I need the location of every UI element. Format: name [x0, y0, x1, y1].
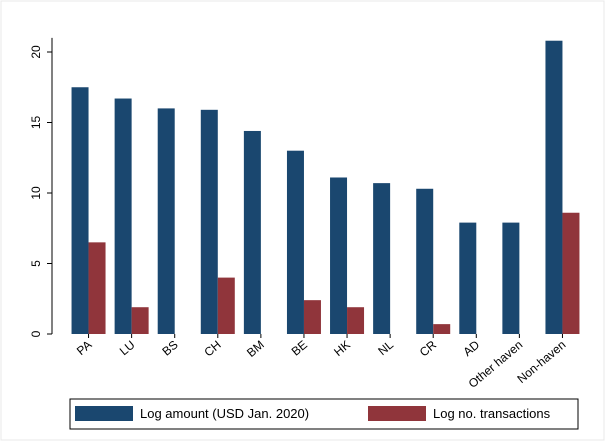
bar	[562, 212, 580, 334]
legend-swatch	[75, 406, 133, 421]
legend-swatch	[368, 406, 426, 421]
bar	[286, 150, 304, 334]
bar	[88, 242, 106, 334]
y-tick-label: 15	[29, 116, 43, 130]
bar	[347, 307, 365, 334]
y-tick-label: 0	[29, 330, 43, 337]
y-tick-label: 10	[29, 186, 43, 200]
bar	[71, 87, 89, 334]
y-tick-label: 20	[29, 45, 43, 59]
legend-label: Log amount (USD Jan. 2020)	[140, 406, 309, 421]
bar	[373, 183, 391, 334]
legend-box	[69, 398, 579, 430]
bar	[200, 109, 218, 334]
bar	[433, 324, 451, 334]
bar	[114, 98, 132, 334]
bar	[502, 222, 520, 334]
bar	[157, 108, 175, 335]
bar	[131, 307, 149, 334]
y-tick-label: 5	[29, 260, 43, 267]
bar	[330, 177, 348, 334]
bar	[459, 222, 477, 334]
bar	[545, 40, 563, 334]
bar	[243, 130, 261, 334]
bar	[303, 300, 321, 334]
legend-label: Log no. transactions	[433, 406, 551, 421]
bar	[217, 277, 235, 334]
bar	[416, 188, 434, 334]
